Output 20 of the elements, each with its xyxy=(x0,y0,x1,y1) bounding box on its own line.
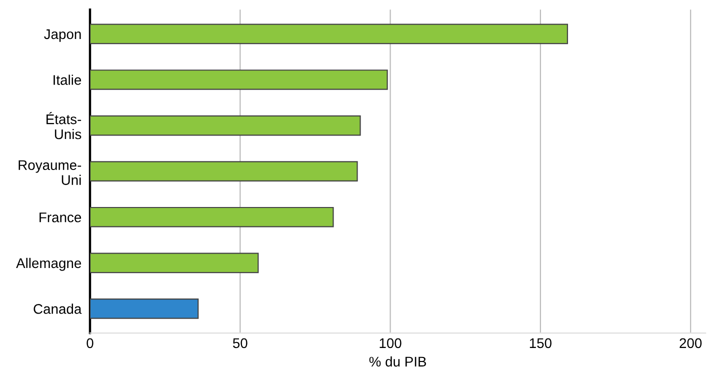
x-tick-label: 50 xyxy=(232,338,248,348)
bar xyxy=(90,115,361,136)
x-tick-label: 200 xyxy=(680,338,702,348)
y-tick-label: Japon xyxy=(44,29,81,42)
bar xyxy=(90,24,568,44)
x-tick-label: 100 xyxy=(380,338,402,348)
bar xyxy=(90,206,334,228)
y-tick-label: Allemagne xyxy=(16,258,82,271)
y-tick-label: Canada xyxy=(34,304,82,314)
bar xyxy=(90,298,199,319)
y-tick-label: États- Unis xyxy=(46,112,82,140)
y-tick-label: France xyxy=(40,212,82,222)
x-axis-title: % du PIB xyxy=(369,356,426,367)
y-tick-label: Royaume- Uni xyxy=(18,160,82,185)
y-tick-label: Italie xyxy=(54,74,82,85)
bar xyxy=(90,252,259,274)
bar xyxy=(90,161,358,182)
x-tick-label: 0 xyxy=(86,338,94,348)
bar xyxy=(90,70,388,90)
x-tick-label: 150 xyxy=(530,338,552,348)
